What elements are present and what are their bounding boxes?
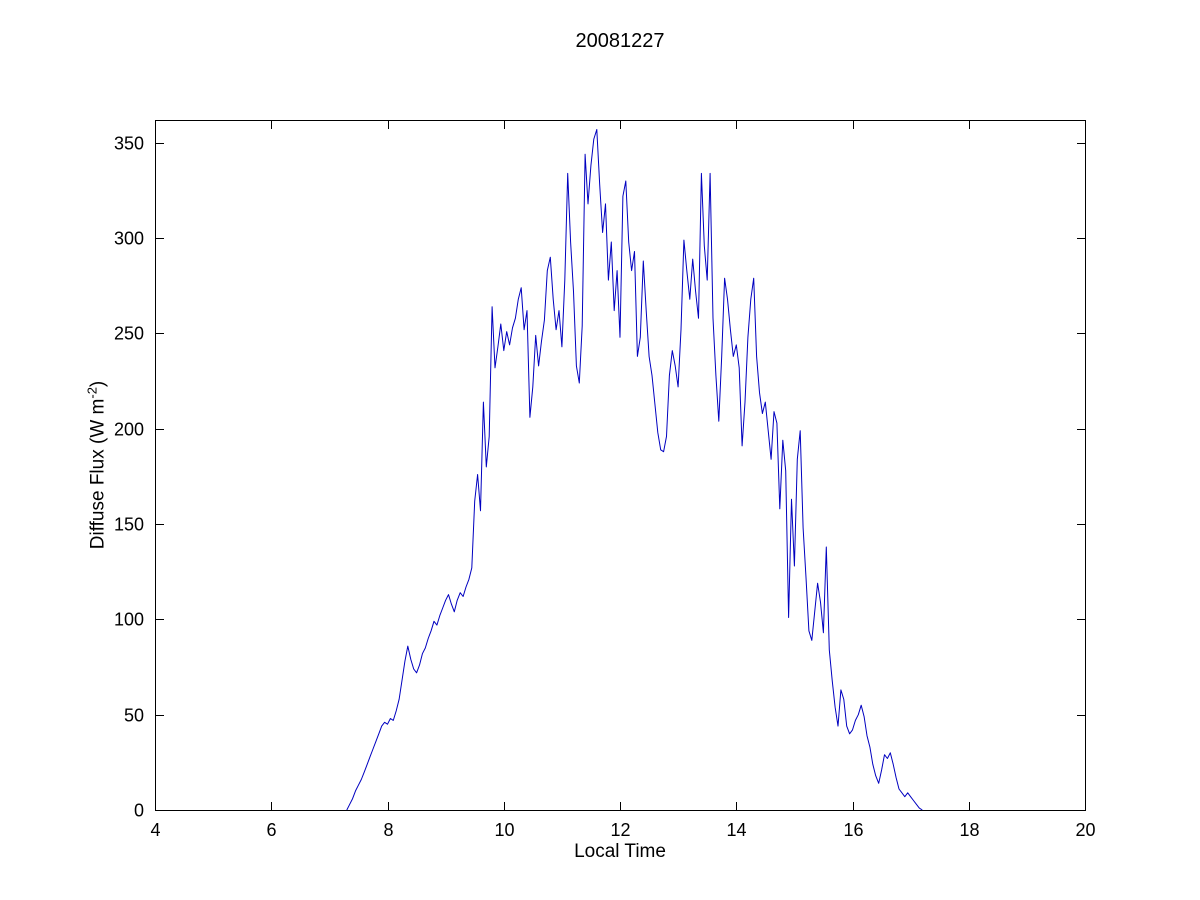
y-tick-label: 150: [114, 515, 144, 535]
x-tick-label: 18: [959, 820, 979, 840]
y-tick-label: 50: [124, 706, 144, 726]
y-tick-label: 350: [114, 134, 144, 154]
x-axis-label: Local Time: [574, 841, 666, 862]
y-tick-label: 200: [114, 420, 144, 440]
x-tick-label: 20: [1075, 820, 1095, 840]
y-tick-label: 100: [114, 610, 144, 630]
x-tick-label: 14: [726, 820, 746, 840]
x-tick-label: 4: [150, 820, 160, 840]
x-tick-label: 6: [266, 820, 276, 840]
x-tick-label: 12: [610, 820, 630, 840]
x-tick-label: 16: [843, 820, 863, 840]
x-tick-label: 8: [383, 820, 393, 840]
axes-box: [155, 120, 1086, 811]
y-tick-label: 250: [114, 324, 144, 344]
diffuse-flux-line: [346, 129, 923, 811]
x-tick-label: 10: [494, 820, 514, 840]
y-tick-label: 300: [114, 229, 144, 249]
y-tick-label: 0: [134, 801, 144, 821]
chart-title: 20081227: [575, 30, 665, 52]
